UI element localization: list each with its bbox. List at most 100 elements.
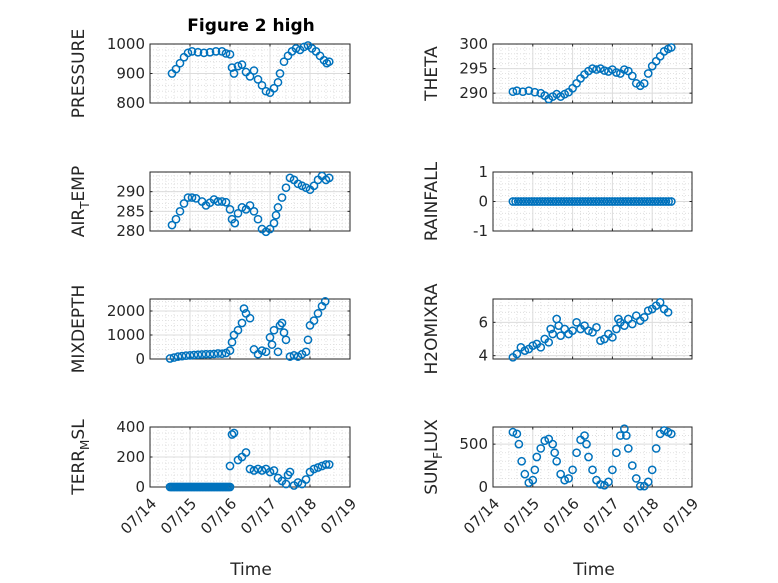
data-point [567, 197, 577, 206]
data-point [257, 466, 267, 475]
data-point [205, 47, 215, 57]
data-point [269, 83, 279, 93]
y-axis-label-suffix: EMP [69, 166, 89, 202]
data-point [253, 464, 263, 474]
data-point [664, 197, 673, 206]
data-point [277, 318, 287, 328]
data-point [544, 337, 554, 347]
data-point [570, 197, 580, 206]
data-point [661, 197, 671, 206]
data-point [217, 197, 227, 206]
data-point [257, 346, 267, 355]
data-point [582, 439, 591, 449]
y-axis-label: AIRTEMP [69, 166, 92, 237]
data-point [213, 197, 223, 206]
data-point [512, 349, 522, 359]
data-point [562, 197, 571, 206]
data-point [564, 474, 573, 483]
subplot-rainfall: -1 0 1 RAINFALL [422, 161, 693, 241]
data-point [179, 199, 189, 208]
data-point [275, 69, 285, 78]
data-point [201, 349, 211, 359]
data-point [511, 197, 520, 206]
data-point [245, 72, 255, 81]
data-point [640, 197, 649, 206]
y-tick-label: 400 [116, 418, 145, 436]
data-point [193, 47, 203, 57]
data-point [556, 469, 566, 479]
y-tick-label: 300 [459, 35, 488, 53]
data-point [237, 60, 247, 70]
data-point [604, 477, 613, 487]
data-point [253, 75, 263, 84]
y-tick-label: 500 [459, 435, 488, 453]
x-tick-label: 07/15 [157, 495, 200, 538]
data-point [508, 87, 518, 97]
y-tick-label: 800 [116, 94, 145, 112]
data-point [627, 461, 637, 470]
data-point [518, 87, 528, 97]
data-point [647, 465, 657, 475]
data-point [171, 214, 181, 224]
data-point [594, 197, 604, 206]
axes-box [492, 43, 693, 104]
data-point [173, 352, 183, 361]
data-point [309, 464, 319, 474]
data-point [572, 317, 581, 327]
y-axis-label: RAINFALL [422, 161, 442, 241]
y-axis-label-main: TERR [69, 450, 89, 496]
data-point [651, 56, 661, 66]
data-point [602, 197, 612, 206]
data-point [637, 197, 647, 206]
data-point [183, 193, 193, 202]
data-point [559, 197, 569, 206]
data-point [321, 460, 331, 469]
data-point [320, 297, 330, 306]
data-point [233, 208, 243, 218]
x-axis-label-left: Time [229, 560, 272, 580]
data-point [225, 346, 235, 355]
data-point [177, 351, 187, 361]
y-tick-label: 0 [478, 193, 488, 211]
y-tick-label: 0 [478, 478, 488, 496]
data-point [663, 307, 673, 317]
data-point [578, 197, 588, 206]
data-point [528, 341, 538, 351]
data-point [627, 319, 637, 329]
data-point [301, 347, 311, 357]
x-tick-label: 07/16 [540, 495, 583, 538]
data-point [599, 197, 609, 206]
data-point [524, 86, 534, 96]
data-point [648, 197, 657, 206]
data-point [230, 218, 240, 228]
y-tick-label: 1000 [107, 326, 145, 344]
data-point [315, 51, 325, 61]
figure-title: Figure 2 high [187, 16, 315, 36]
data-point [536, 444, 546, 453]
data-point [645, 197, 655, 206]
data-point [546, 324, 556, 334]
data-point [253, 214, 263, 224]
data-point [607, 197, 617, 206]
x-tick-label: 07/15 [500, 495, 543, 538]
data-point [225, 461, 235, 471]
data-point [273, 347, 283, 357]
x-tick-label: 07/16 [197, 495, 240, 538]
data-point [572, 448, 581, 458]
data-point [612, 324, 621, 334]
axes-box [149, 171, 351, 232]
data-point [313, 309, 323, 318]
y-tick-label: 6 [478, 313, 488, 331]
data-point [619, 321, 629, 331]
data-point [551, 197, 561, 206]
data-point [596, 480, 605, 489]
data-point [548, 439, 558, 449]
data-point [550, 448, 560, 458]
data-point [596, 336, 605, 346]
data-point [309, 181, 319, 191]
data-point [532, 197, 542, 206]
data-point [548, 197, 558, 206]
data-point [175, 58, 185, 68]
